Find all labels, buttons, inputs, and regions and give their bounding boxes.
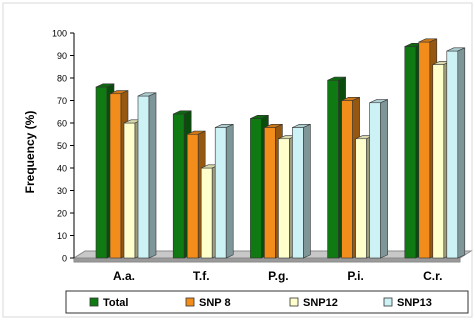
x-tick-label: P.i. — [347, 269, 363, 283]
y-tick-label: 90 — [57, 51, 67, 61]
bar-side — [380, 99, 388, 259]
bar — [292, 123, 311, 259]
bar-side — [303, 123, 311, 259]
y-tick-label: 80 — [57, 74, 67, 84]
bar-front — [341, 100, 353, 259]
bar-front — [214, 127, 227, 259]
legend-swatch — [383, 297, 393, 307]
bar-front — [446, 50, 459, 259]
y-tick-label: 40 — [57, 164, 67, 174]
bar — [446, 47, 466, 259]
bar-front — [355, 138, 367, 259]
y-tick-label: 0 — [62, 254, 67, 264]
bar-front — [123, 122, 136, 259]
bar — [137, 92, 157, 259]
y-tick-label: 60 — [57, 119, 67, 129]
bar-front — [432, 64, 445, 259]
y-tick-label: 10 — [57, 231, 67, 241]
x-tick-label: P.g. — [268, 269, 288, 283]
legend-label: SNP 8 — [199, 297, 231, 309]
y-tick-label: 30 — [57, 186, 67, 196]
y-axis-label: Frequency (%) — [23, 111, 37, 194]
legend-label: SNP12 — [303, 297, 338, 309]
x-tick-label: T.f. — [193, 269, 210, 283]
bar-front — [95, 86, 108, 259]
bar-side — [457, 47, 466, 259]
bar-front — [292, 127, 304, 259]
y-tick-label: 100 — [52, 29, 67, 39]
legend-label: SNP13 — [397, 297, 432, 309]
bar-front — [109, 93, 122, 259]
bar-front — [369, 102, 381, 259]
bar-front — [418, 41, 431, 259]
bar-front — [404, 46, 417, 259]
x-tick-label: A.a. — [113, 269, 135, 283]
legend-swatch — [89, 297, 99, 307]
outer-border — [2, 2, 473, 318]
x-tick-label: C.r. — [423, 269, 442, 283]
bar-side — [148, 92, 157, 259]
legend: Total SNP 8 SNP12 SNP13 — [65, 290, 469, 314]
bar-front — [172, 113, 185, 259]
bar — [214, 123, 234, 259]
chart-floor-edge — [73, 257, 461, 263]
bar-front — [200, 167, 213, 259]
bar — [369, 99, 388, 259]
bar-front — [250, 118, 262, 259]
legend-swatch — [289, 297, 299, 307]
bar-front — [327, 79, 339, 259]
bar-side — [225, 123, 234, 259]
bar-front — [186, 133, 199, 259]
bar-front — [137, 95, 150, 259]
legend-label: Total — [103, 297, 128, 309]
y-tick-label: 20 — [57, 209, 67, 219]
y-tick-label: 70 — [57, 96, 67, 106]
legend-box — [65, 290, 469, 314]
y-tick-label: 50 — [57, 141, 67, 151]
bar-front — [264, 127, 276, 259]
legend-swatch — [185, 297, 195, 307]
bar-front — [278, 138, 290, 259]
